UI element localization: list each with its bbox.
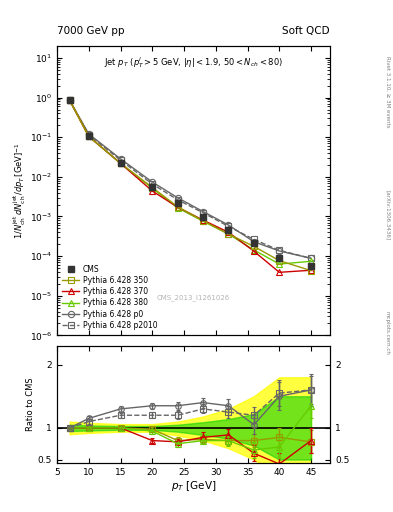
X-axis label: $p_T$ [GeV]: $p_T$ [GeV] [171, 479, 216, 493]
Text: 7000 GeV pp: 7000 GeV pp [57, 26, 125, 36]
Y-axis label: Ratio to CMS: Ratio to CMS [26, 378, 35, 431]
Legend: CMS, Pythia 6.428 350, Pythia 6.428 370, Pythia 6.428 380, Pythia 6.428 p0, Pyth: CMS, Pythia 6.428 350, Pythia 6.428 370,… [61, 263, 159, 332]
Text: [arXiv:1306.3436]: [arXiv:1306.3436] [385, 190, 390, 240]
Text: mcplots.cern.ch: mcplots.cern.ch [385, 311, 390, 355]
Y-axis label: $1/N_\mathrm{ch}^\mathrm{jet}\,dN_\mathrm{ch}^\mathrm{jet}/dp_T\,[\mathrm{GeV}]^: $1/N_\mathrm{ch}^\mathrm{jet}\,dN_\mathr… [12, 142, 28, 239]
Text: CMS_2013_I1261026: CMS_2013_I1261026 [157, 294, 230, 301]
Text: Soft QCD: Soft QCD [283, 26, 330, 36]
Text: Rivet 3.1.10, ≥ 3M events: Rivet 3.1.10, ≥ 3M events [385, 56, 390, 128]
Text: Jet $p_T$ ($p_T^l>$5 GeV, $|\eta|<$1.9, 50$<N_{ch}<$80): Jet $p_T$ ($p_T^l>$5 GeV, $|\eta|<$1.9, … [104, 55, 283, 70]
